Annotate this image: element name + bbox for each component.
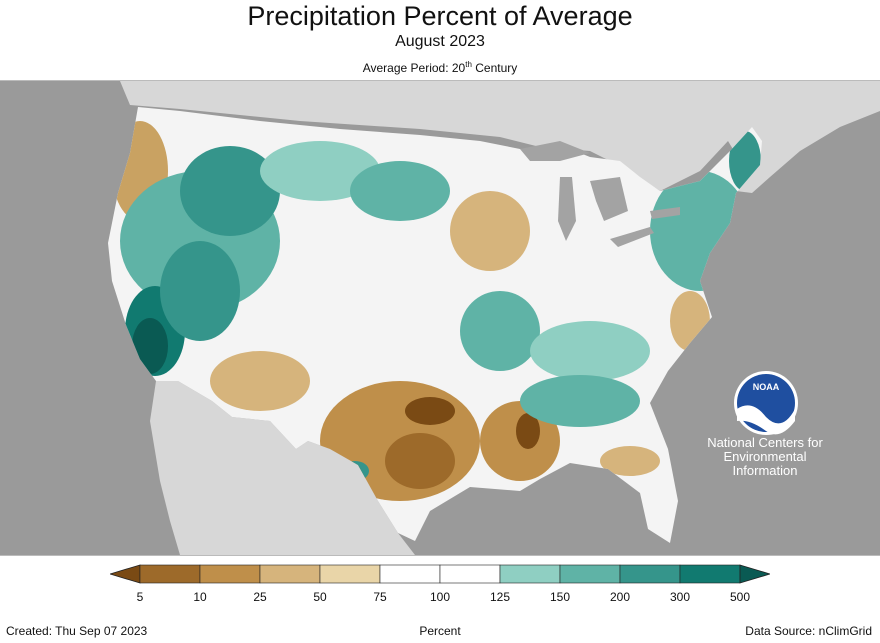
- map-svg: NOAA: [0, 81, 880, 555]
- legend-tick-label: 25: [253, 590, 267, 604]
- legend-swatch: [499, 564, 561, 584]
- legend-overflow-triangle: [739, 564, 770, 584]
- legend-swatch: [319, 564, 381, 584]
- dry-region-oklahoma: [405, 397, 455, 425]
- precipitation-map: NOAA: [0, 80, 880, 556]
- legend-swatch: [559, 564, 621, 584]
- average-period: Average Period: 20th Century: [0, 56, 880, 77]
- period-superscript: th: [465, 60, 472, 69]
- legend-tick-labels: 5 10 25 50 75 100 125 150 200 300 500: [0, 590, 880, 606]
- canada-land: [120, 81, 880, 193]
- lake-erie: [610, 227, 654, 247]
- lake-ontario: [650, 207, 680, 219]
- legend-tick-label: 150: [549, 590, 571, 604]
- data-source: Data Source: nClimGrid: [745, 624, 872, 638]
- wet-region-ohio-valley: [530, 321, 650, 381]
- legend-tick-label: 100: [429, 590, 451, 604]
- legend-swatch: [439, 564, 501, 584]
- dry-region-southwest: [210, 351, 310, 411]
- legend-swatch: [139, 564, 201, 584]
- wet-region-dakotas: [350, 161, 450, 221]
- legend-tick-label: 300: [669, 590, 691, 604]
- legend-swatch: [379, 564, 441, 584]
- mexico-land: [150, 381, 415, 555]
- ncei-label: National Centers for Environmental Infor…: [690, 436, 840, 478]
- dry-region-florida: [600, 446, 660, 476]
- dry-region-upper-midwest: [450, 191, 530, 271]
- legend-tick-label: 50: [313, 590, 327, 604]
- legend-tick-label: 5: [136, 590, 144, 604]
- legend-swatch: [199, 564, 261, 584]
- dry-region-lower-miss: [516, 413, 540, 449]
- period-suffix: Century: [471, 61, 518, 75]
- ncei-line-2: Environmental: [723, 449, 807, 464]
- wet-region-socal: [132, 318, 168, 374]
- noaa-logo: NOAA: [734, 371, 798, 435]
- legend-tick-label: 200: [609, 590, 631, 604]
- period-prefix: Average Period: 20: [362, 61, 466, 75]
- lake-superior: [520, 141, 590, 161]
- lake-huron: [590, 177, 628, 221]
- legend-tick-label: 125: [489, 590, 511, 604]
- ncei-line-3: Information: [732, 463, 798, 478]
- wet-region-idaho: [180, 146, 280, 236]
- legend-tick-label: 10: [193, 590, 207, 604]
- legend-colorbar: [110, 564, 770, 584]
- legend-underflow-triangle: [110, 564, 141, 584]
- noaa-logo-text: NOAA: [753, 382, 780, 392]
- legend-unit-label: Percent: [419, 624, 461, 638]
- map-subtitle: August 2023: [395, 33, 485, 50]
- created-date: Created: Thu Sep 07 2023: [6, 624, 148, 638]
- map-title: Precipitation Percent of Average: [247, 1, 633, 31]
- legend-tick-label: 500: [729, 590, 751, 604]
- wet-region-montana: [260, 141, 380, 201]
- dry-region-texas-core: [385, 433, 455, 489]
- legend-swatch: [259, 564, 321, 584]
- legend-swatch: [619, 564, 681, 584]
- wet-region-nevada: [160, 241, 240, 341]
- wet-region-southeast: [520, 375, 640, 427]
- legend-swatch: [679, 564, 741, 584]
- legend-tick-label: 75: [373, 590, 387, 604]
- precipitation-fields: [112, 121, 761, 501]
- lake-michigan: [558, 177, 576, 241]
- ncei-line-1: National Centers for: [707, 435, 823, 450]
- wet-region-missouri: [460, 291, 540, 371]
